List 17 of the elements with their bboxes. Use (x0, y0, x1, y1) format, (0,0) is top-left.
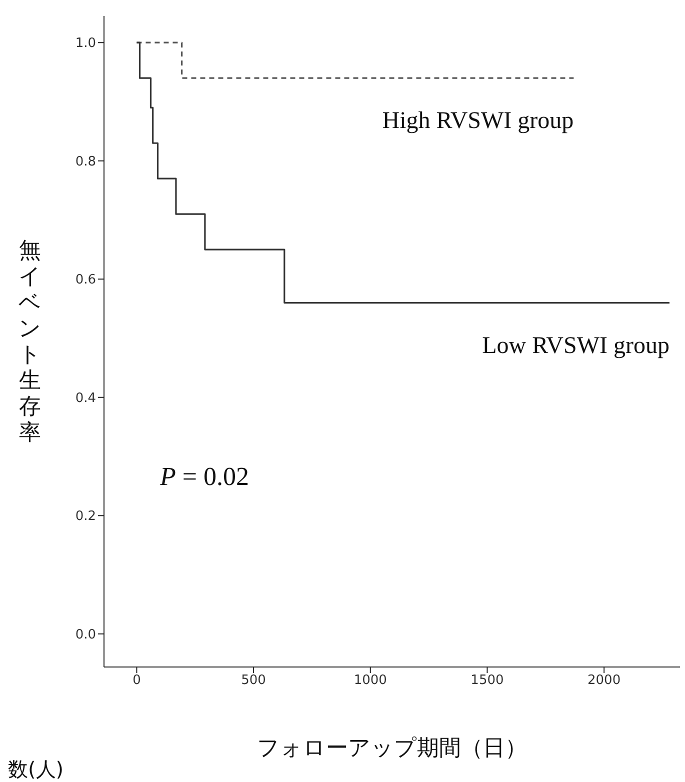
x-axis-title: フォローアップ期間（日） (257, 736, 527, 761)
annotation: P = 0.02 (160, 462, 250, 492)
x-tick-label: 1500 (470, 673, 504, 688)
y-axis-title: 無イベント生存率 (18, 238, 42, 445)
x-tick-label: 500 (241, 673, 266, 688)
y-tick-label: 0.2 (75, 509, 96, 524)
y-tick-label: 1.0 (75, 36, 96, 52)
text: 数(人) (8, 756, 64, 782)
x-tick-label: 2000 (588, 673, 621, 688)
y-tick-label: 0.4 (75, 390, 96, 406)
x-tick-label: 0 (132, 673, 141, 688)
series-label: Low RVSWI group (482, 332, 670, 359)
y-tick-label: 0.6 (75, 272, 96, 288)
x-tick-label: 1000 (354, 673, 387, 688)
series-label: High RVSWI group (382, 108, 574, 134)
y-tick-label: 0.0 (75, 628, 96, 643)
y-tick-label: 0.8 (75, 154, 96, 170)
